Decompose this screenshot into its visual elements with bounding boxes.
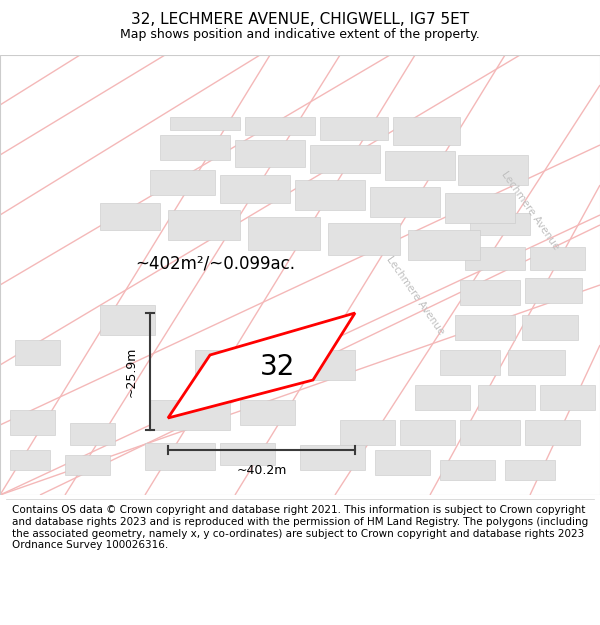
- Polygon shape: [245, 117, 315, 135]
- Polygon shape: [100, 203, 160, 230]
- Polygon shape: [70, 423, 115, 445]
- Polygon shape: [440, 350, 500, 375]
- Text: ~40.2m: ~40.2m: [236, 464, 287, 477]
- Polygon shape: [522, 315, 578, 340]
- Polygon shape: [525, 420, 580, 445]
- Polygon shape: [150, 170, 215, 195]
- Polygon shape: [65, 455, 110, 475]
- Polygon shape: [10, 450, 50, 470]
- Polygon shape: [300, 445, 365, 470]
- Text: Map shows position and indicative extent of the property.: Map shows position and indicative extent…: [120, 28, 480, 41]
- Polygon shape: [530, 247, 585, 270]
- Polygon shape: [160, 135, 230, 160]
- Text: Lechmere Avenue: Lechmere Avenue: [384, 254, 446, 336]
- Polygon shape: [248, 217, 320, 250]
- Polygon shape: [458, 155, 528, 185]
- Polygon shape: [15, 340, 60, 365]
- Text: Lechmere Avenue: Lechmere Avenue: [499, 169, 561, 251]
- Polygon shape: [393, 117, 460, 145]
- Polygon shape: [455, 315, 515, 340]
- Polygon shape: [465, 247, 525, 270]
- Polygon shape: [408, 230, 480, 260]
- Polygon shape: [145, 443, 215, 470]
- Text: 32, LECHMERE AVENUE, CHIGWELL, IG7 5ET: 32, LECHMERE AVENUE, CHIGWELL, IG7 5ET: [131, 12, 469, 27]
- Polygon shape: [400, 420, 455, 445]
- Polygon shape: [10, 410, 55, 435]
- Polygon shape: [478, 385, 535, 410]
- Polygon shape: [310, 145, 380, 173]
- Polygon shape: [220, 443, 275, 465]
- Polygon shape: [168, 313, 355, 418]
- Polygon shape: [220, 175, 290, 203]
- Polygon shape: [440, 460, 495, 480]
- Polygon shape: [150, 400, 230, 430]
- Polygon shape: [460, 420, 520, 445]
- Polygon shape: [370, 187, 440, 217]
- Polygon shape: [505, 460, 555, 480]
- Polygon shape: [540, 385, 595, 410]
- Polygon shape: [385, 151, 455, 180]
- Text: ~25.9m: ~25.9m: [125, 346, 138, 397]
- Text: ~402m²/~0.099ac.: ~402m²/~0.099ac.: [135, 254, 295, 272]
- Polygon shape: [240, 400, 295, 425]
- Polygon shape: [278, 350, 355, 380]
- Polygon shape: [235, 140, 305, 167]
- Text: 32: 32: [260, 353, 296, 381]
- Polygon shape: [470, 213, 530, 235]
- Polygon shape: [320, 117, 388, 140]
- Polygon shape: [340, 420, 395, 445]
- Polygon shape: [445, 193, 515, 223]
- Polygon shape: [100, 305, 155, 335]
- Polygon shape: [295, 180, 365, 210]
- Polygon shape: [508, 350, 565, 375]
- Polygon shape: [170, 117, 240, 130]
- Polygon shape: [195, 350, 270, 385]
- Text: Contains OS data © Crown copyright and database right 2021. This information is : Contains OS data © Crown copyright and d…: [12, 506, 588, 550]
- Polygon shape: [525, 278, 582, 303]
- Polygon shape: [460, 280, 520, 305]
- Polygon shape: [415, 385, 470, 410]
- Polygon shape: [168, 210, 240, 240]
- Polygon shape: [375, 450, 430, 475]
- Polygon shape: [328, 223, 400, 255]
